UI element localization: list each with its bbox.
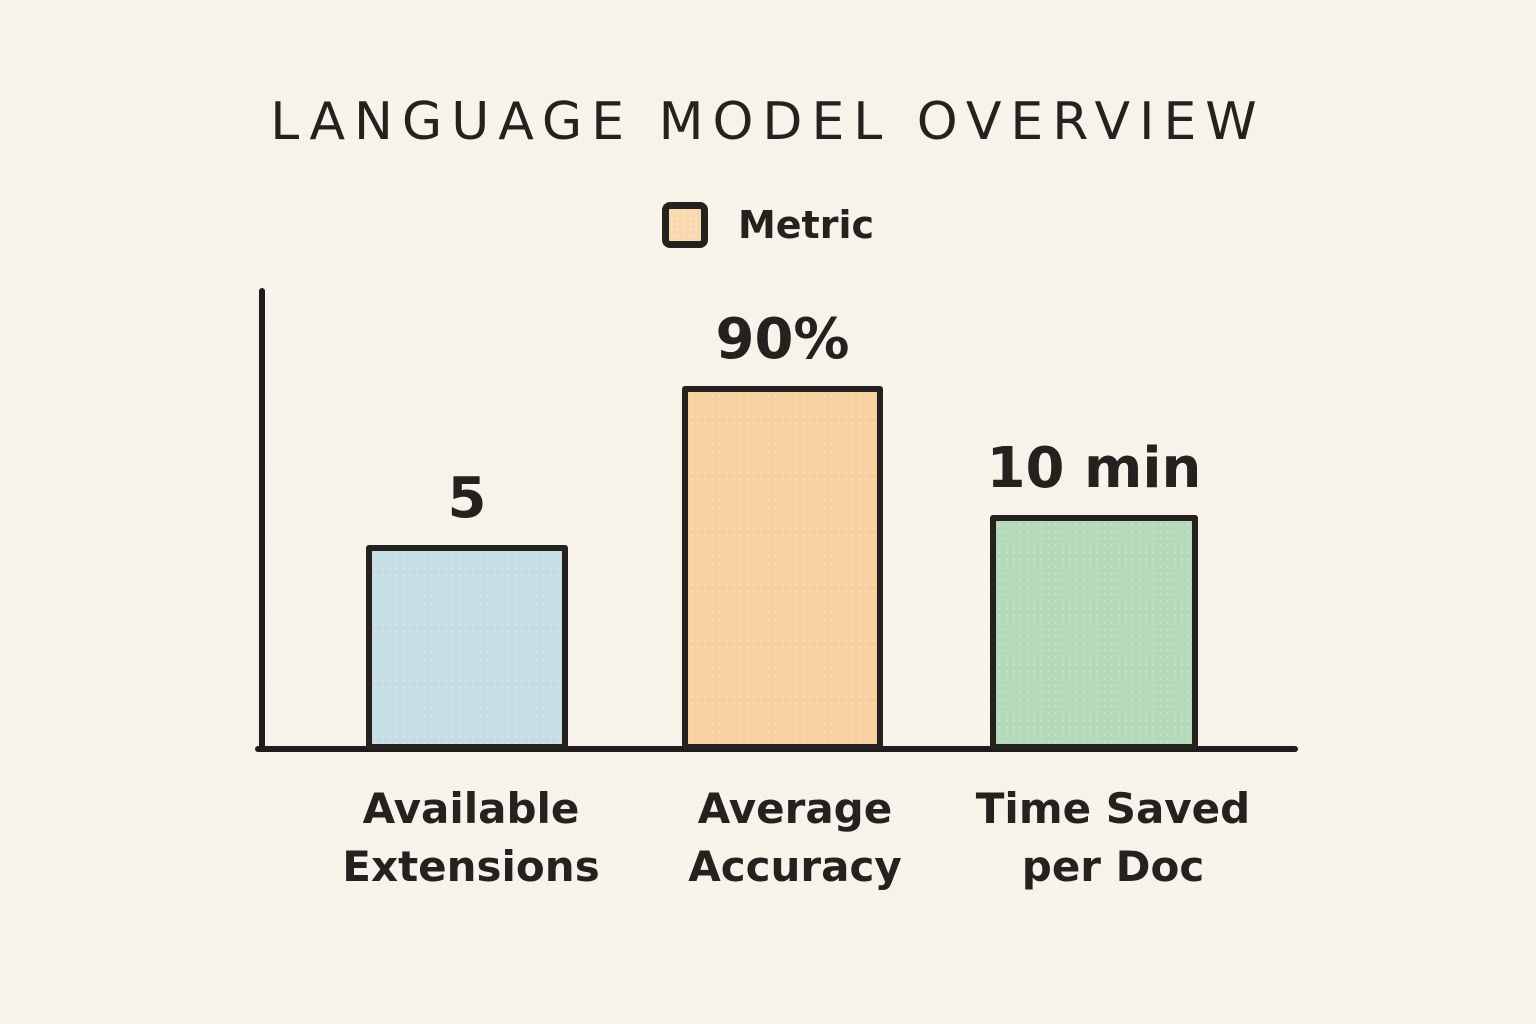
bar-available-extensions — [366, 545, 568, 750]
category-line2: Accuracy — [688, 841, 902, 891]
chart-title: LANGUAGE MODEL OVERVIEW — [270, 92, 1266, 152]
category-line1: Time Saved — [975, 784, 1251, 833]
bar-average-accuracy — [682, 386, 883, 750]
category-line2: Extensions — [342, 841, 600, 891]
bar-category-label-average-accuracy: Average Accuracy — [688, 780, 902, 896]
legend: Metric — [0, 202, 1536, 248]
bar-time-saved-per-doc — [990, 515, 1198, 750]
category-line1: Average — [697, 784, 893, 833]
legend-metric-swatch-icon — [661, 202, 708, 248]
bar-category-label-time-saved-per-doc: Time Saved per Doc — [976, 780, 1250, 896]
bar-value-label-time-saved-per-doc: 10 min — [986, 436, 1202, 501]
y-axis-line — [259, 288, 265, 752]
bar-category-label-available-extensions: Available Extensions — [342, 780, 599, 896]
category-line2: per Doc — [1021, 841, 1205, 891]
category-line1: Available — [362, 784, 580, 833]
bar-value-label-available-extensions: 5 — [447, 466, 487, 531]
bar-value-label-average-accuracy: 90% — [715, 307, 850, 372]
legend-label: Metric — [737, 203, 875, 247]
